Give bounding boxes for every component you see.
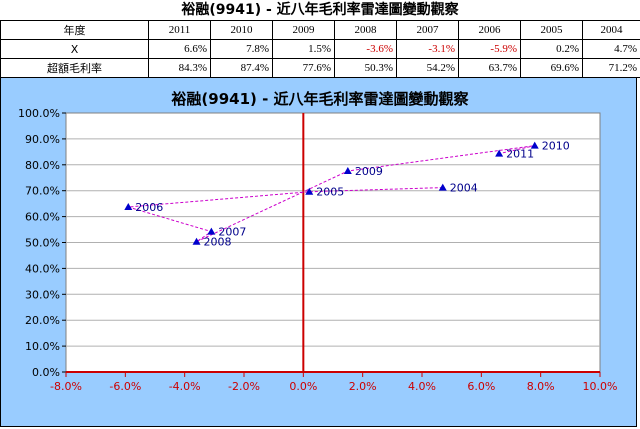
table-cell: 69.6% [520, 58, 583, 78]
data-point-marker [438, 183, 447, 191]
data-point-marker [495, 149, 504, 157]
x-tick-label: 0.0% [289, 380, 317, 393]
y-tick-label: 40.0% [25, 262, 60, 275]
year-header: 2007 [396, 20, 459, 40]
x-tick-label: 2.0% [349, 380, 377, 393]
y-tick-label: 100.0% [18, 107, 60, 120]
x-tick-label: 8.0% [527, 380, 555, 393]
trend-line [128, 145, 535, 243]
page-title: 裕融(9941) - 近八年毛利率雷達圖變動觀察 [181, 2, 459, 18]
y-tick-label: 70.0% [25, 185, 60, 198]
table-cell: 1.5% [272, 39, 335, 59]
y-tick-label: 30.0% [25, 288, 60, 301]
year-header: 2011 [148, 20, 211, 40]
table-row-x: X 6.6% 7.8% 1.5% -3.6% -3.1% -5.9% 0.2% … [0, 39, 640, 59]
y-tick-label: 0.0% [32, 366, 60, 379]
x-tick-label: -2.0% [228, 380, 260, 393]
y-tick-label: 90.0% [25, 133, 60, 146]
table-row-excess-margin: 超額毛利率 84.3% 87.4% 77.6% 50.3% 54.2% 63.7… [0, 58, 640, 78]
data-point-label: 2007 [218, 226, 246, 239]
data-point-marker [343, 167, 352, 175]
data-point-marker [192, 237, 201, 245]
table-cell: 0.2% [520, 39, 583, 59]
data-point-label: 2009 [355, 165, 383, 178]
data-point-label: 2006 [135, 201, 163, 214]
x-tick-label: -6.0% [109, 380, 141, 393]
data-point-marker [305, 187, 314, 195]
data-point-marker [207, 227, 216, 235]
y-tick-label: 10.0% [25, 340, 60, 353]
chart-title: 裕融(9941) - 近八年毛利率雷達圖變動觀察 [171, 90, 469, 108]
table-header-row: 年度 2011 2010 2009 2008 2007 2006 2005 20… [0, 20, 640, 40]
data-point-label: 2005 [316, 186, 344, 199]
y-tick-label: 20.0% [25, 314, 60, 327]
year-header: 2005 [520, 20, 583, 40]
x-tick-label: -8.0% [50, 380, 82, 393]
table-cell: 50.3% [334, 58, 397, 78]
data-point-marker [124, 203, 133, 211]
x-tick-label: 6.0% [467, 380, 495, 393]
table-cell: 87.4% [210, 58, 273, 78]
x-tick-label: -4.0% [169, 380, 201, 393]
y-tick-label: 50.0% [25, 237, 60, 250]
x-tick-label: 4.0% [408, 380, 436, 393]
y-tick-label: 80.0% [25, 159, 60, 172]
data-point-label: 2010 [542, 140, 570, 153]
y-tick-label: 60.0% [25, 211, 60, 224]
table-cell: 4.7% [582, 39, 640, 59]
x-tick-label: 10.0% [583, 380, 618, 393]
data-point-label: 2004 [450, 182, 478, 195]
data-point-label: 2011 [506, 148, 534, 161]
data-table: 年度 2011 2010 2009 2008 2007 2006 2005 20… [0, 20, 640, 78]
data-point-label: 2008 [204, 236, 232, 249]
row-label-excess-margin: 超額毛利率 [0, 58, 149, 78]
data-point-marker [530, 141, 539, 149]
